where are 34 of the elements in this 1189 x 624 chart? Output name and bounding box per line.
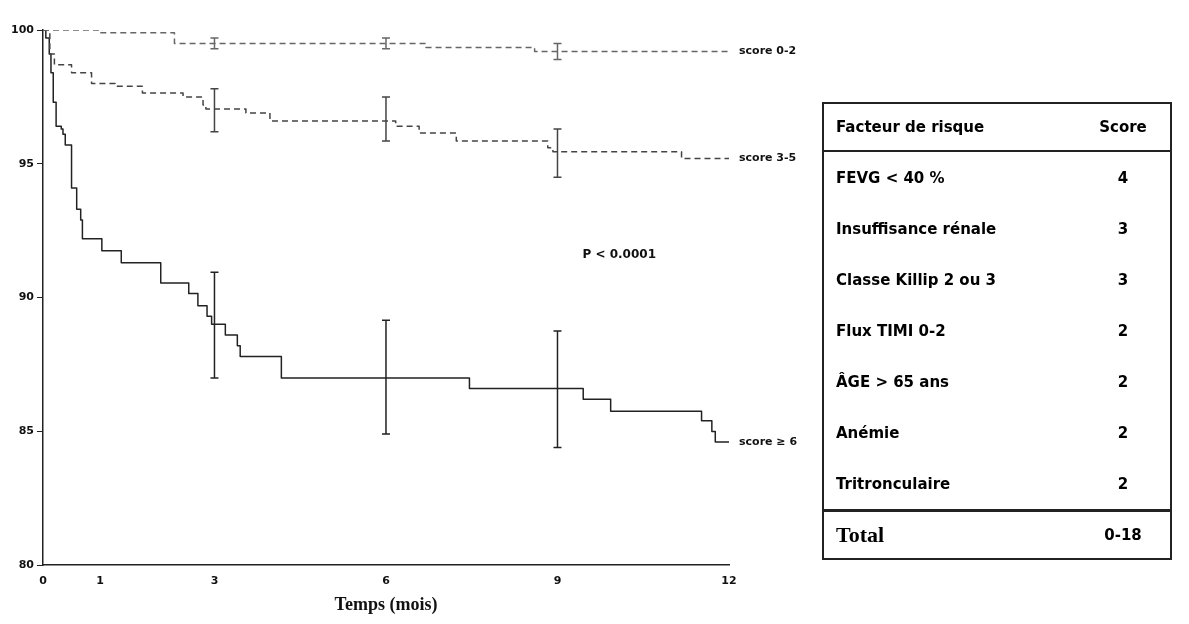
x-tick-label: 3: [210, 573, 219, 587]
data-label: 2: [1116, 371, 1130, 393]
y-tick-label: 80: [18, 558, 35, 572]
text: Facteur de risque: [823, 103, 1076, 151]
y-tick-label: 85: [18, 424, 34, 438]
text: Score: [1076, 103, 1171, 151]
series-label: score 3-5: [739, 151, 797, 165]
category-label: Flux TIMI 0-2: [835, 320, 947, 342]
x-tick-label: 6: [382, 573, 391, 587]
data-label: 2: [1116, 320, 1130, 342]
category-label: Classe Killip 2 ou 3: [835, 269, 997, 291]
y-tick-label: 100: [10, 22, 35, 36]
category-label: ÂGE > 65 ans: [835, 371, 950, 393]
annotation: P < 0.0001: [582, 246, 656, 261]
x-tick-label: 0: [39, 573, 48, 587]
x-axis-title: Temps (mois): [334, 593, 438, 615]
x-tick-label: 12: [721, 573, 737, 587]
x-tick-label: 9: [553, 573, 562, 587]
category-label: Tritronculaire: [835, 473, 952, 495]
data-label: 2: [1116, 422, 1130, 444]
data-label: 3: [1116, 218, 1130, 240]
x-tick-label: 1: [96, 573, 104, 587]
text: 0-18: [1076, 510, 1171, 559]
y-tick-label: 90: [18, 290, 35, 304]
category-label: Anémie: [835, 422, 901, 444]
data-label: 3: [1116, 269, 1130, 291]
data-label: 4: [1116, 167, 1130, 189]
series-label: score ≥ 6: [739, 434, 798, 448]
series-label: score 0-2: [739, 44, 797, 58]
y-tick-label: 95: [18, 156, 34, 170]
category-label: FEVG < 40 %: [835, 167, 946, 189]
text: Total: [823, 510, 1076, 559]
data-label: 2: [1116, 473, 1130, 495]
category-label: Insuffisance rénale: [835, 218, 998, 240]
